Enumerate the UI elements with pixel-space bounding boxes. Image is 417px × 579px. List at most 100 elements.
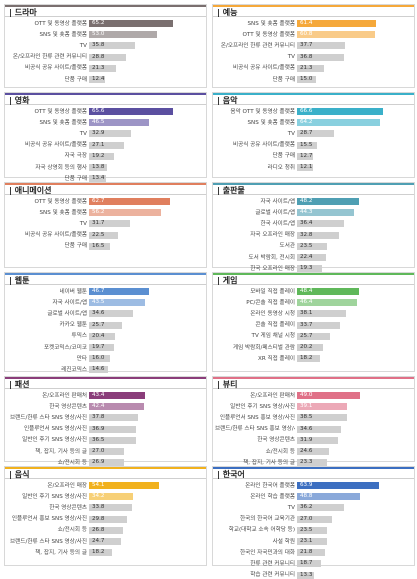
category-label: 학습 관련 커뮤니티 xyxy=(250,572,295,579)
data-label: 15.5 xyxy=(300,141,313,148)
data-label: 46.5 xyxy=(92,119,105,126)
data-label: 28.7 xyxy=(300,130,313,137)
category-label: 인플루언서 SNS 홍보 영상/사진 xyxy=(219,414,295,421)
category-label: 단품 구매 xyxy=(64,175,87,182)
data-label: 34.6 xyxy=(300,425,313,432)
category-label: 책, 잡지, 기사 등의 글 xyxy=(35,448,87,455)
bar xyxy=(297,332,331,340)
chart-panel: | 영화 OTT 및 동영상 플랫폼 65.6 SNS 및 숏폼 플랫폼 46.5 TV 3… xyxy=(4,92,207,183)
category-label: 콘솔 직접 플레이 xyxy=(255,322,295,329)
bar xyxy=(89,392,145,399)
data-label: 19.7 xyxy=(92,344,105,350)
data-label: 33.7 xyxy=(300,321,313,328)
data-label: 39.1 xyxy=(300,403,313,410)
data-label: 61.4 xyxy=(300,20,313,26)
bar xyxy=(297,515,332,523)
data-label: 23.5 xyxy=(300,242,313,249)
data-label: 48.4 xyxy=(300,288,313,294)
category-label: 한국 영상콘텐츠 xyxy=(257,437,295,444)
bar xyxy=(89,209,162,217)
category-label: 온/오프라인 판매처 xyxy=(42,392,87,399)
bar xyxy=(297,242,328,250)
data-label: 21.3 xyxy=(92,64,105,71)
data-label: 36.4 xyxy=(300,220,313,227)
category-label: 쇼/전시회 등 xyxy=(265,448,295,455)
chart-panel: | 웹툰 네이버 웹툰 46.7 자국 사이트/앱 43.5 글로벌 사이트/앱 34.6 카… xyxy=(4,272,207,374)
bar xyxy=(89,549,113,557)
data-label: 27.0 xyxy=(92,448,105,454)
bar xyxy=(297,53,345,61)
category-label: SNS 및 숏폼 플랫폼 xyxy=(39,119,88,126)
category-label: 비공식 공유 사이트/플랫폼 xyxy=(24,232,87,239)
category-label: PC/콘솔 직접 플레이 xyxy=(246,299,295,306)
panel-header: | 한국어 xyxy=(213,467,414,479)
data-label: 37.7 xyxy=(300,42,313,49)
data-label: 26.8 xyxy=(92,526,105,533)
chart-panel: | 음악 음악 OTT 및 동영상 플랫폼 66.6 SNS 및 숏폼 플랫폼 64.2… xyxy=(212,92,415,178)
bar xyxy=(89,504,133,512)
category-label: TV xyxy=(79,130,87,137)
bar xyxy=(297,254,326,261)
category-label: OTT 및 동영상 플랫폼 xyxy=(34,108,88,115)
category-label: 책, 잡지, 기사 등의 글 xyxy=(35,549,87,556)
bar xyxy=(297,482,380,489)
category-label: 도서 박람회, 전시회 xyxy=(248,254,295,261)
category-label: 한국의 한국어 교육기관 xyxy=(239,516,295,523)
data-label: 34.2 xyxy=(92,493,105,500)
bar xyxy=(297,265,322,273)
data-label: 53.0 xyxy=(92,31,105,38)
bar xyxy=(297,20,376,27)
category-label: TV xyxy=(79,42,87,49)
category-label: 라디오 청취 xyxy=(267,164,295,171)
chart-panel: | 패션 온/오프라인 판매처 43.4 한국 영상콘텐츠 42.4 브랜드/한류 스타 … xyxy=(4,376,207,467)
bar xyxy=(89,152,114,160)
category-label: 한국 오프라인 매장 xyxy=(250,265,295,272)
bar xyxy=(89,64,117,72)
category-label: XR 직접 플레이 xyxy=(257,355,295,362)
data-label: 38.5 xyxy=(300,414,313,421)
category-label: 자국 사이트/앱 xyxy=(52,299,87,306)
category-label: 온/오프라인 판매처 xyxy=(250,392,295,399)
data-label: 14.6 xyxy=(92,366,105,373)
data-label: 19.3 xyxy=(300,265,313,272)
bar xyxy=(297,538,327,545)
bar xyxy=(297,310,346,318)
category-label: 일반인 후기 SNS 영상/사진 xyxy=(22,437,87,444)
category-label: 자국 사이트/앱 xyxy=(260,198,295,205)
data-label: 64.2 xyxy=(300,119,313,126)
category-label: SNS 및 숏폼 플랫폼 xyxy=(39,209,88,216)
data-label: 42.4 xyxy=(92,403,105,410)
category-label: 사설 학원 xyxy=(272,538,295,545)
bar xyxy=(89,414,138,422)
bar xyxy=(297,76,317,83)
chart-title: | 뷰티 xyxy=(217,380,238,389)
data-label: 43.5 xyxy=(92,299,105,306)
bar xyxy=(89,344,115,351)
category-label: OTT 및 동영상 플랫폼 xyxy=(34,20,88,27)
bar xyxy=(297,549,326,557)
data-label: 23.3 xyxy=(300,459,313,466)
data-label: 21.8 xyxy=(300,549,313,556)
category-label: 한류 관련 커뮤니티 xyxy=(250,560,295,567)
chart-title: | 음식 xyxy=(9,470,30,479)
category-label: TV xyxy=(287,54,295,61)
category-label: 비공식 공유 사이트/플랫폼 xyxy=(24,142,87,149)
bar xyxy=(89,198,170,205)
bar xyxy=(297,459,327,467)
category-label: 온라인 동영상 시청 xyxy=(250,310,295,317)
bar xyxy=(297,152,314,160)
category-label: SNS 및 숏폼 플랫폼 xyxy=(247,119,296,126)
data-label: 49.0 xyxy=(300,392,313,398)
chart-title: | 애니메이션 xyxy=(9,186,52,195)
data-label: 23.5 xyxy=(300,526,313,533)
category-label: 온/오프라인 한류 관련 커뮤니티 xyxy=(220,42,295,49)
data-label: 46.4 xyxy=(300,299,313,306)
data-label: 48.2 xyxy=(300,198,313,204)
chart-title: | 웹툰 xyxy=(9,276,30,285)
bar xyxy=(297,493,360,501)
data-label: 36.9 xyxy=(92,425,105,432)
data-label: 31.7 xyxy=(92,220,105,227)
data-label: 65.6 xyxy=(92,108,105,114)
category-label: 쇼/전시회 등 xyxy=(57,459,87,466)
